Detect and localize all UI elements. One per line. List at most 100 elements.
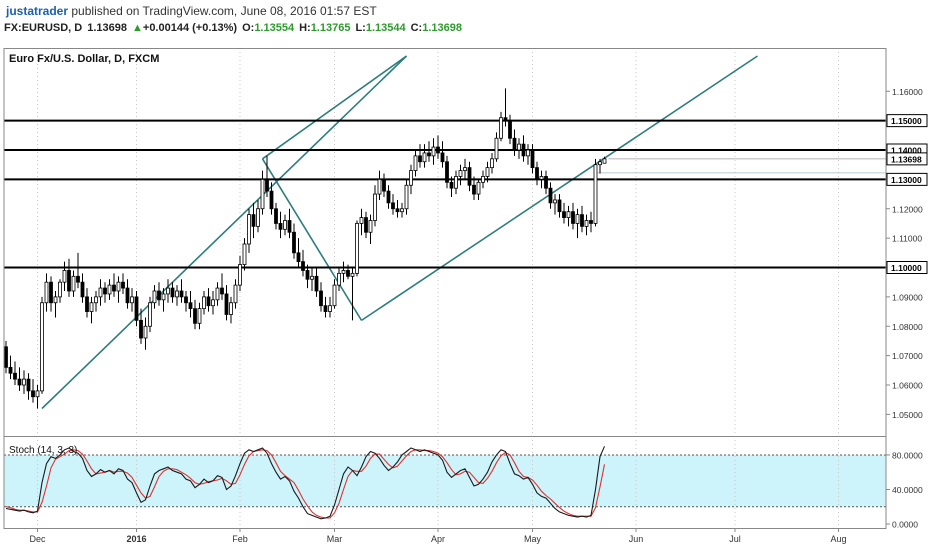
candle <box>310 267 314 291</box>
author-link[interactable]: justatrader <box>6 4 69 18</box>
candle <box>575 208 580 239</box>
candle <box>301 249 305 277</box>
candle <box>148 296 152 333</box>
candle <box>319 282 323 312</box>
stoch-band <box>4 454 886 507</box>
candle <box>548 182 553 209</box>
candle-body <box>197 308 202 324</box>
candle-body <box>404 184 409 210</box>
candle <box>26 373 31 400</box>
candle <box>337 267 341 291</box>
candle <box>539 170 544 189</box>
candle-body <box>508 120 512 139</box>
candle-body <box>373 193 377 221</box>
candle-body <box>490 158 494 169</box>
level-label: 1.15000 <box>891 116 922 126</box>
candle <box>418 144 422 168</box>
price-chart[interactable]: 1.16000 1.15000 1.14000 1.13000 1.12000 1.110… <box>0 48 932 550</box>
candle-body <box>571 211 575 224</box>
level-label: 1.14000 <box>891 146 922 156</box>
candle-body <box>458 170 463 177</box>
candle-body <box>292 231 296 254</box>
candle-body <box>8 366 13 374</box>
candle-body <box>305 270 310 280</box>
candle <box>517 138 521 159</box>
candle-body <box>139 319 143 339</box>
candle-body <box>485 167 490 177</box>
candle <box>112 273 116 297</box>
candle <box>346 264 350 280</box>
candle-body <box>269 190 274 210</box>
time-tick-label: Apr <box>431 534 445 544</box>
candle-body <box>499 117 503 139</box>
candle <box>274 202 278 230</box>
time-tick-label: Feb <box>232 534 248 544</box>
candle <box>80 273 85 303</box>
candle <box>265 155 269 197</box>
level-label-box <box>886 261 928 274</box>
candle <box>58 279 62 303</box>
candle-body <box>494 137 499 160</box>
candle-body <box>4 346 8 368</box>
candle-body <box>233 284 238 304</box>
candle <box>580 205 584 233</box>
channel-line[interactable] <box>262 55 407 160</box>
candle-body <box>188 302 193 310</box>
candle-body <box>98 287 103 298</box>
candle-body <box>598 161 602 166</box>
candle <box>323 296 328 318</box>
candle-body <box>445 161 449 183</box>
candle <box>215 282 220 306</box>
high-label: H: <box>299 22 311 34</box>
candle-body <box>314 275 319 292</box>
candle <box>166 279 170 303</box>
candle <box>341 261 346 283</box>
candle-body <box>170 287 175 298</box>
candle <box>40 296 44 394</box>
candle <box>535 161 539 186</box>
candle <box>436 135 440 159</box>
candle <box>211 291 215 315</box>
price-tick-label: 1.05000 <box>892 410 923 420</box>
candle <box>463 158 467 180</box>
candle <box>188 291 193 318</box>
candle-body <box>310 275 314 280</box>
channel-line[interactable] <box>261 158 363 321</box>
candle-body <box>76 275 80 283</box>
level-label-box <box>886 114 928 128</box>
candle-body <box>22 378 26 386</box>
candle-body <box>346 270 350 277</box>
time-tick-label: Dec <box>29 534 46 544</box>
candle <box>359 208 364 236</box>
candle-body <box>148 302 152 327</box>
candle <box>116 276 121 303</box>
candle <box>355 220 359 277</box>
candle <box>224 285 229 321</box>
candle-body <box>134 296 139 321</box>
price-tick-label: 1.07000 <box>892 351 923 361</box>
candle-body <box>121 281 125 289</box>
level-label: 1.10000 <box>891 263 922 273</box>
candle <box>454 170 458 195</box>
candle-body <box>431 146 436 157</box>
candle <box>364 211 368 239</box>
candle <box>193 299 197 330</box>
candle-body <box>238 264 242 286</box>
candle-body <box>224 293 229 315</box>
symbol-label: FX:EURUSD, D <box>4 22 83 34</box>
candle-body <box>409 170 413 186</box>
candle <box>8 355 13 380</box>
candle-body <box>44 281 49 304</box>
candle <box>4 340 8 374</box>
candle-body <box>287 220 292 233</box>
candle <box>152 285 157 309</box>
candle <box>485 161 490 183</box>
candle-body <box>562 211 566 218</box>
candle <box>400 202 404 218</box>
candle-body <box>193 308 197 324</box>
candle <box>472 176 476 200</box>
candle-body <box>463 167 467 171</box>
candle <box>373 185 377 227</box>
channel-line[interactable] <box>41 55 408 410</box>
channel-line[interactable] <box>361 55 758 322</box>
